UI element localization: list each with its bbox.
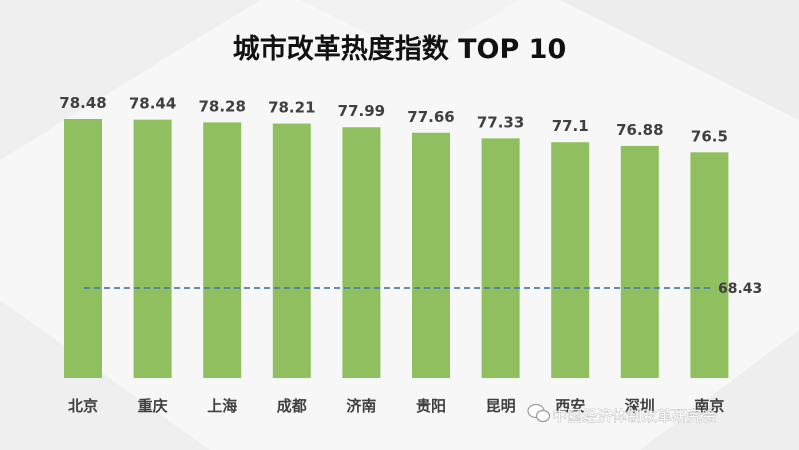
category-label-2: 重庆 [138, 397, 168, 415]
category-label-3: 上海 [207, 397, 237, 415]
value-label-1: 78.48 [59, 94, 106, 112]
value-label-4: 78.21 [268, 99, 315, 117]
category-label-7: 昆明 [486, 397, 516, 415]
value-label-2: 78.44 [129, 95, 176, 113]
bar-3 [203, 122, 242, 378]
chart-title: 城市改革热度指数 TOP 10 [233, 33, 567, 65]
watermark: 中国经济体制改革研究会 [527, 403, 717, 425]
bars-group [64, 119, 729, 378]
watermark-text: 中国经济体制改革研究会 [552, 407, 717, 425]
bar-9 [620, 145, 659, 378]
bar-6 [412, 132, 450, 378]
category-label-10: 南京 [694, 397, 724, 415]
reference-line-label: 68.43 [718, 281, 762, 297]
category-label-1: 北京 [68, 397, 98, 415]
bar-5 [342, 127, 381, 378]
category-label-9: 深圳 [625, 397, 655, 415]
value-label-8: 77.1 [552, 117, 589, 135]
category-label-4: 成都 [277, 397, 307, 415]
reference-line-group: 68.43 [84, 281, 762, 297]
category-labels-group: 北京 重庆 上海 成都 济南 贵阳 昆明 西安 深圳 南京 [68, 397, 724, 415]
value-labels-group: 78.48 78.44 78.28 78.21 77.99 77.66 77.33 77.1 7… [59, 94, 728, 145]
value-label-5: 77.99 [338, 102, 385, 120]
category-label-5: 济南 [346, 397, 376, 415]
value-label-9: 76.88 [616, 121, 663, 139]
value-label-10: 76.5 [691, 127, 728, 145]
bar-2 [133, 119, 172, 378]
value-label-7: 77.33 [477, 113, 524, 131]
wechat-icon [527, 403, 551, 423]
bar-7 [481, 138, 520, 378]
bar-8 [551, 142, 590, 378]
value-label-3: 78.28 [198, 97, 245, 115]
value-label-6: 77.66 [407, 108, 454, 126]
bar-1 [64, 119, 102, 378]
bar-10 [690, 152, 729, 378]
category-label-6: 贵阳 [416, 397, 446, 415]
category-label-8: 西安 [555, 397, 585, 415]
bar-4 [272, 123, 311, 378]
